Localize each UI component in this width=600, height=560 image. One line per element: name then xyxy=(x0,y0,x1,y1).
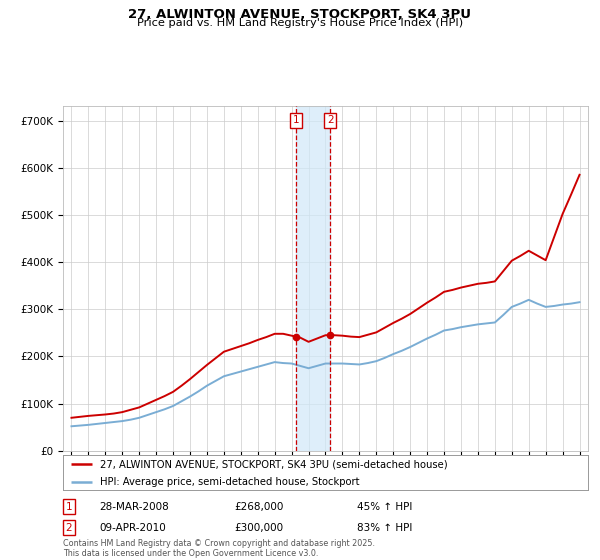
Text: Price paid vs. HM Land Registry's House Price Index (HPI): Price paid vs. HM Land Registry's House … xyxy=(137,18,463,29)
Text: 1: 1 xyxy=(292,115,299,125)
Text: 28-MAR-2008: 28-MAR-2008 xyxy=(99,502,169,512)
Text: 2: 2 xyxy=(327,115,334,125)
Text: 2: 2 xyxy=(65,522,73,533)
Text: 09-APR-2010: 09-APR-2010 xyxy=(99,522,166,533)
Text: £300,000: £300,000 xyxy=(234,522,283,533)
Text: £268,000: £268,000 xyxy=(234,502,283,512)
Text: 45% ↑ HPI: 45% ↑ HPI xyxy=(357,502,412,512)
Text: 1: 1 xyxy=(65,502,73,512)
Text: HPI: Average price, semi-detached house, Stockport: HPI: Average price, semi-detached house,… xyxy=(100,477,359,487)
Text: 27, ALWINTON AVENUE, STOCKPORT, SK4 3PU: 27, ALWINTON AVENUE, STOCKPORT, SK4 3PU xyxy=(128,8,472,21)
Text: 83% ↑ HPI: 83% ↑ HPI xyxy=(357,522,412,533)
Bar xyxy=(296,106,330,451)
Text: Contains HM Land Registry data © Crown copyright and database right 2025.
This d: Contains HM Land Registry data © Crown c… xyxy=(63,539,375,558)
Text: 27, ALWINTON AVENUE, STOCKPORT, SK4 3PU (semi-detached house): 27, ALWINTON AVENUE, STOCKPORT, SK4 3PU … xyxy=(100,459,448,469)
